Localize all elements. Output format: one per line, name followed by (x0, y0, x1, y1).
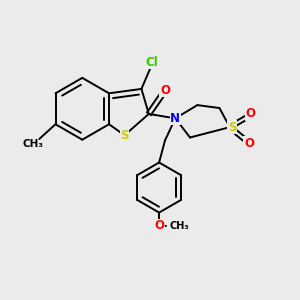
Text: S: S (228, 121, 236, 134)
Text: N: N (170, 112, 180, 125)
Text: O: O (160, 84, 170, 97)
Text: O: O (244, 137, 254, 150)
Text: O: O (245, 107, 255, 120)
Text: S: S (120, 129, 129, 142)
Text: CH₃: CH₃ (169, 221, 189, 231)
Text: CH₃: CH₃ (22, 139, 43, 149)
Text: Cl: Cl (146, 56, 158, 69)
Text: O: O (154, 219, 164, 232)
